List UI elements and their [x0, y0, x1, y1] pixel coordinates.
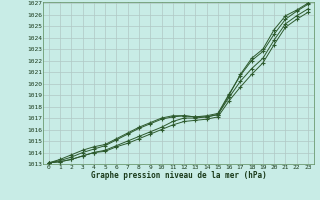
X-axis label: Graphe pression niveau de la mer (hPa): Graphe pression niveau de la mer (hPa)	[91, 171, 266, 180]
